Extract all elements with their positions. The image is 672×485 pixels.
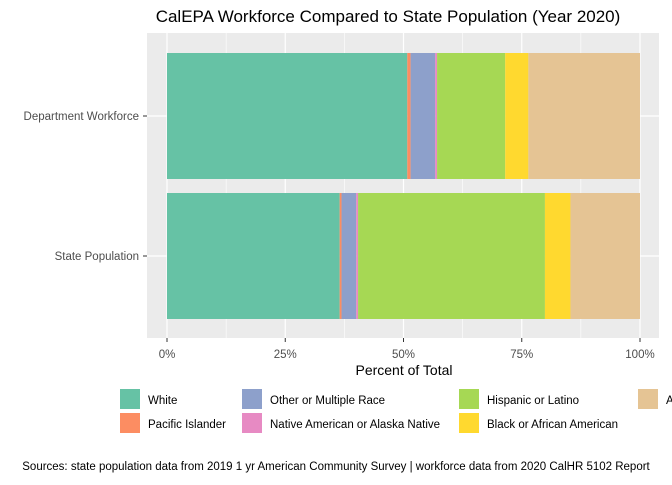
x-tick-label: 0%	[159, 349, 176, 361]
legend-label: Black or African American	[487, 419, 618, 431]
bar-segment	[435, 53, 438, 179]
bar-segment	[528, 53, 640, 179]
bar-segment	[570, 193, 640, 319]
legend: White Pacific Islander Other or Multiple R…	[120, 389, 672, 433]
bar-segment	[341, 193, 357, 319]
x-tick-label: 25%	[274, 349, 297, 361]
bar-segment	[437, 53, 506, 179]
bar-segment	[410, 53, 436, 179]
bar-segment	[356, 193, 359, 319]
x-axis-label: Percent of Total	[355, 362, 452, 378]
legend-label: White	[148, 395, 177, 407]
bar-segment	[358, 193, 545, 319]
legend-label: A	[666, 395, 672, 407]
bar-segment	[167, 193, 340, 319]
legend-swatch	[120, 389, 140, 409]
bar-segment	[544, 193, 571, 319]
y-tick-label: Department Workforce	[24, 111, 139, 123]
legend-label: Hispanic or Latino	[487, 395, 579, 407]
legend-swatch	[638, 389, 658, 409]
sources-caption: Sources: state population data from 2019…	[22, 461, 650, 473]
x-tick-label: 100%	[625, 349, 654, 361]
y-tick-label: State Population	[55, 251, 139, 263]
x-tick-label: 50%	[392, 349, 415, 361]
legend-label: Native American or Alaska Native	[270, 419, 440, 431]
legend-swatch	[120, 413, 140, 433]
legend-swatch	[459, 389, 479, 409]
x-tick-label: 75%	[510, 349, 533, 361]
bar-segment	[167, 53, 408, 179]
legend-swatch	[459, 413, 479, 433]
bar-segment	[339, 193, 342, 319]
legend-label: Other or Multiple Race	[270, 395, 385, 407]
legend-swatch	[242, 413, 262, 433]
chart-title: CalEPA Workforce Compared to State Popul…	[156, 7, 621, 26]
legend-swatch	[242, 389, 262, 409]
bar-segment	[407, 53, 411, 179]
legend-label: Pacific Islander	[148, 419, 226, 431]
bar-segment	[505, 53, 529, 179]
